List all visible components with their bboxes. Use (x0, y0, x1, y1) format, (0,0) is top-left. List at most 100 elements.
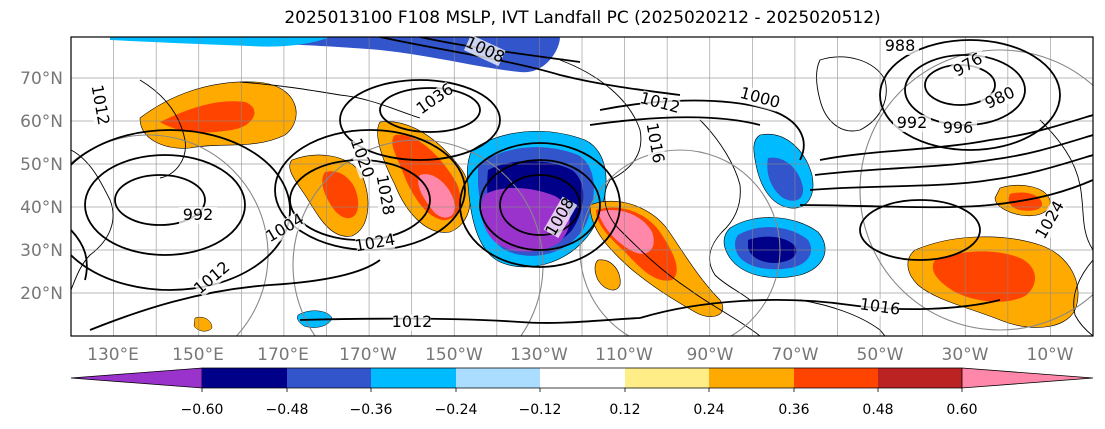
latitude-label: 30°N (20, 241, 63, 261)
isobar-high-1028 (339, 79, 501, 161)
colorbar-tick-label: 0.48 (862, 402, 893, 418)
contour-label: 992 (183, 205, 214, 224)
colorbar-segment (540, 368, 625, 388)
isobar-low-1000 (84, 154, 246, 256)
coastline-africa (1073, 259, 1093, 336)
positive-anomaly-central-pacific-core (322, 171, 359, 219)
isobar-low-atlantic-988 (879, 39, 1061, 151)
positive-anomaly-southwest-pink (598, 210, 654, 254)
longitude-label: 30°W (942, 345, 989, 365)
colorbar: −0.60 −0.48 −0.36 −0.24 −0.12 0.12 0.24 0.36 0.4… (70, 367, 1094, 418)
colorbar-tick-label: −0.36 (350, 402, 393, 418)
coastline-alaska (239, 81, 421, 119)
contour-label-background (463, 34, 506, 67)
mslp-contours (71, 37, 1093, 331)
longitude-label: 90°W (687, 345, 734, 365)
contour-label-background (414, 81, 456, 118)
contour-label: 992 (897, 113, 928, 132)
colorbar-tick-label: 0.36 (778, 402, 809, 418)
coastline-greenland (816, 56, 887, 132)
contour-label: 988 (885, 36, 916, 55)
contour-label-background (1033, 199, 1068, 241)
colorbar-segment (878, 368, 962, 388)
contour-label-background (192, 259, 233, 298)
contour-label-background (979, 82, 1022, 115)
contour-label-background (543, 196, 578, 238)
positive-anomaly-bering-core (160, 101, 255, 133)
latitude-label: 60°N (20, 112, 63, 132)
colorbar-tick-label: −0.60 (181, 402, 224, 418)
colorbar-extend-high (961, 367, 1094, 389)
negative-anomaly-labrador-core (767, 157, 804, 201)
colorbar-segment (202, 368, 287, 388)
contour-label-background (179, 207, 217, 224)
colorbar-segment (625, 368, 709, 388)
contour-label-background (893, 115, 931, 132)
colorbar-tick-label: −0.24 (435, 402, 478, 418)
isobar-1012-south (299, 317, 641, 324)
isobar-atlantic-band-3 (809, 154, 1093, 191)
contour-label-background (739, 85, 781, 112)
colorbar-segment (371, 368, 456, 388)
longitude-label: 130°E (87, 345, 139, 365)
longitude-label: 170°W (339, 345, 397, 365)
contour-label-background (87, 84, 112, 126)
isobar-high-1036 (379, 87, 481, 133)
contour-label-background (859, 296, 900, 319)
contour-label-background (639, 90, 681, 117)
colorbar-tick-label: −0.48 (266, 402, 309, 418)
region-circle-eastpacific (292, 139, 544, 336)
isobar-arctic-1 (379, 37, 681, 96)
negative-anomaly-arctic (160, 37, 560, 73)
longitude-label: 10°W (1027, 345, 1074, 365)
contour-label-background (354, 231, 396, 256)
contour-label-background (372, 174, 397, 216)
latitude-label: 50°N (20, 155, 63, 175)
colorbar-extend-low (70, 367, 203, 389)
coastline-kamchatka (139, 79, 186, 179)
region-circle-atlantic (859, 49, 1093, 331)
isobar-atlantic-band-4 (799, 179, 1093, 209)
isobar-atlantic-band-2 (814, 134, 1093, 176)
isobar-low-east-pacific-2 (479, 159, 601, 251)
coastline-east-north-america (699, 119, 751, 301)
coastline-south-america (799, 299, 886, 336)
colorbar-tick-label: 0.60 (946, 402, 977, 418)
isobar-high-atlantic-1024 (859, 199, 981, 261)
longitude-label: 130°W (510, 345, 568, 365)
isobar-1012-west (89, 259, 381, 331)
map-frame (70, 36, 1094, 337)
coastline-north-america (559, 59, 761, 336)
contour-label-background (347, 137, 377, 179)
isobar-west-1024 (71, 229, 88, 281)
longitude-label: 110°W (595, 345, 653, 365)
colorbar-segment (709, 368, 794, 388)
latitude-label: 40°N (20, 198, 63, 218)
longitude-label: 170°E (257, 345, 309, 365)
contour-label: 996 (943, 118, 974, 137)
contour-label-background (881, 38, 919, 55)
colorbar-tick-label: 0.24 (693, 402, 724, 418)
longitude-labels: 130°E 150°E 170°E 170°W 150°W 130°W 110°W 90°W 7… (87, 345, 1074, 365)
isobar-low-992-inner (114, 174, 206, 226)
isobar-low-east-pacific-3 (459, 142, 621, 268)
contour-label-background (939, 120, 977, 137)
positive-anomaly-central-atlantic-core (932, 251, 1036, 302)
contour-label-background (947, 48, 989, 83)
longitude-label: 150°W (425, 345, 483, 365)
latitude-label: 20°N (20, 284, 63, 304)
colorbar-segment (287, 368, 371, 388)
latitude-labels: 70°N 60°N 50°N 40°N 30°N 20°N (20, 69, 63, 304)
map-title: 2025013100 F108 MSLP, IVT Landfall PC (2… (284, 8, 881, 28)
negative-anomaly-east-pacific-core (481, 187, 570, 252)
colorbar-segment (456, 368, 540, 388)
latitude-label: 70°N (20, 69, 63, 89)
contour-label-background (393, 314, 431, 331)
positive-anomaly-ne-atlantic-core (1008, 192, 1043, 211)
longitude-label: 150°E (172, 345, 224, 365)
negative-anomaly-arctic-light (110, 37, 330, 47)
isobar-low-east-pacific-1 (499, 174, 581, 236)
contour-label: 1012 (392, 312, 433, 331)
colorbar-outline (202, 367, 962, 389)
